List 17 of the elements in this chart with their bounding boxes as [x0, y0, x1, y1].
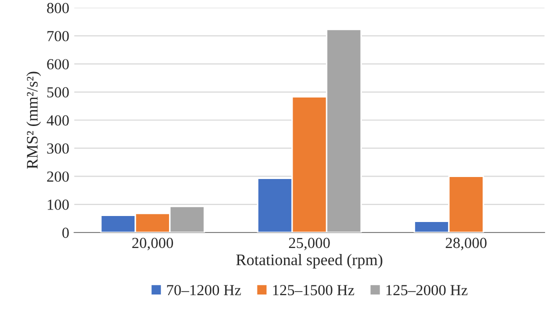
legend-label: 125–2000 Hz	[386, 284, 468, 296]
y-tick-label: 800	[47, 2, 69, 14]
x-tick-label: 25,000	[289, 238, 330, 250]
y-tick-label: 700	[47, 30, 69, 42]
y-tick-label: 400	[46, 115, 69, 126]
y-tick-label: 300	[47, 143, 69, 154]
legend-label: 125–1500 Hz	[273, 284, 354, 296]
legend-label: 70–1200 Hz	[167, 284, 241, 296]
y-tick-label: 200	[47, 171, 69, 182]
y-axis-title: RMS² (mm²/s²)	[26, 72, 41, 169]
y-tick-label: 100	[48, 200, 69, 210]
x-axis-title: Rotational speed (rpm)	[236, 254, 382, 268]
y-tick-label: 500	[47, 87, 69, 98]
y-tick-label: 0	[62, 228, 69, 238]
x-tick-label: 20,000	[132, 238, 174, 250]
x-tick-label: 28,000	[446, 238, 487, 250]
y-tick-label: 600	[47, 59, 69, 70]
